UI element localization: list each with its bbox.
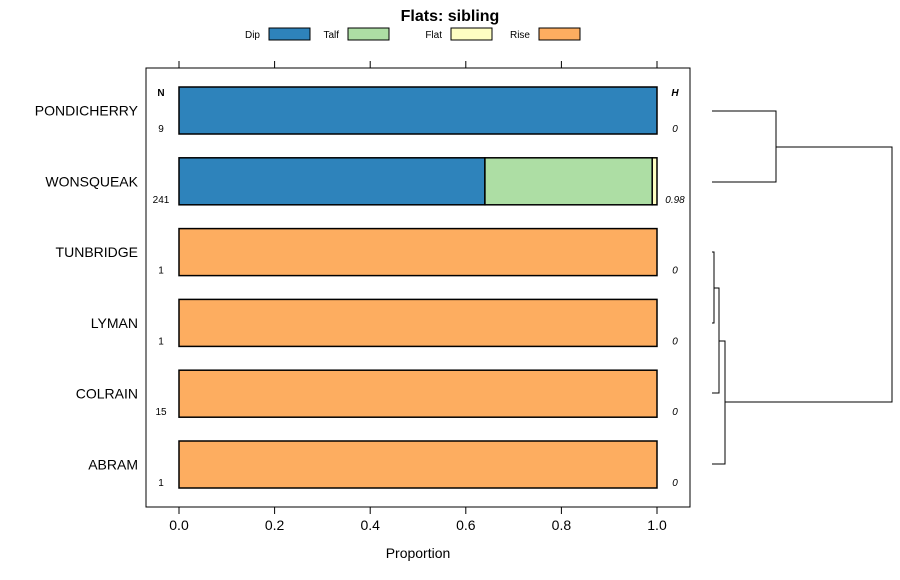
x-axis-title: Proportion — [386, 545, 451, 561]
legend-label-flat: Flat — [425, 30, 442, 41]
legend: Dip Talf Flat Rise — [245, 27, 581, 41]
plot-frame — [145, 67, 691, 508]
dendrogram-branch — [725, 146, 893, 403]
chart-title: Flats: sibling — [401, 8, 500, 25]
bar-segment-rise — [178, 298, 658, 348]
dendrogram-branch — [712, 251, 715, 324]
x-tick-label: 0.8 — [552, 517, 572, 533]
legend-swatch-flat — [450, 27, 493, 41]
x-tick-label: 0.0 — [169, 517, 189, 533]
bar-row-abram: ABRAM 1 0 — [88, 440, 678, 489]
dendrogram — [712, 110, 893, 465]
bar-rows: PONDICHERRY 9 0 WONSQUEAK 241 0.98 TUNBRIDGE 1 0… — [35, 86, 685, 489]
bar-segment-talf — [484, 157, 653, 206]
bar-row-wonsqueak: WONSQUEAK 241 0.98 — [45, 157, 685, 206]
x-tick-label: 1.0 — [647, 517, 667, 533]
x-tick-label: 0.6 — [456, 517, 476, 533]
bar-row-lyman: LYMAN 1 0 — [91, 298, 678, 348]
h-value: 0.98 — [665, 195, 685, 206]
row-label: LYMAN — [91, 315, 138, 331]
legend-swatch-dip — [268, 27, 311, 41]
h-value: 0 — [672, 407, 678, 418]
bar-segment-flat — [651, 157, 658, 206]
bar-segment-dip — [178, 86, 658, 135]
h-value: 0 — [672, 478, 678, 489]
bar-segment-dip — [178, 157, 486, 206]
x-axis: 0.0 0.2 0.4 0.6 0.8 1.0 — [169, 507, 667, 533]
h-value: 0 — [672, 266, 678, 277]
n-value: 1 — [158, 336, 164, 347]
x-tick-label: 0.4 — [360, 517, 380, 533]
h-value: 0 — [672, 336, 678, 347]
h-column-header: H — [671, 88, 679, 99]
bar-segment-rise — [178, 440, 658, 489]
n-column-header: N — [157, 88, 164, 99]
legend-swatch-rise — [538, 27, 581, 41]
legend-label-rise: Rise — [510, 30, 530, 41]
dendrogram-branch — [712, 287, 720, 394]
row-label: COLRAIN — [76, 386, 138, 402]
bar-row-tunbridge: TUNBRIDGE 1 0 — [56, 227, 678, 277]
n-value: 1 — [158, 478, 164, 489]
row-label: PONDICHERRY — [35, 103, 139, 119]
h-value: 0 — [672, 124, 678, 135]
bar-segment-rise — [178, 227, 658, 277]
x-tick-label: 0.2 — [265, 517, 285, 533]
bar-row-pondicherry: PONDICHERRY 9 0 — [35, 86, 678, 135]
legend-label-dip: Dip — [245, 30, 260, 41]
dendrogram-branch — [712, 110, 777, 183]
bar-row-colrain: COLRAIN 15 0 — [76, 369, 678, 418]
n-value: 1 — [158, 266, 164, 277]
n-value: 241 — [153, 195, 170, 206]
n-value: 9 — [158, 124, 164, 135]
legend-label-talf: Talf — [323, 30, 339, 41]
n-value: 15 — [155, 407, 167, 418]
top-axis-ticks — [178, 61, 658, 68]
row-label: TUNBRIDGE — [56, 244, 138, 260]
row-label: ABRAM — [88, 457, 138, 473]
legend-swatch-talf — [347, 27, 390, 41]
row-label: WONSQUEAK — [45, 173, 138, 189]
bar-segment-rise — [178, 369, 658, 418]
